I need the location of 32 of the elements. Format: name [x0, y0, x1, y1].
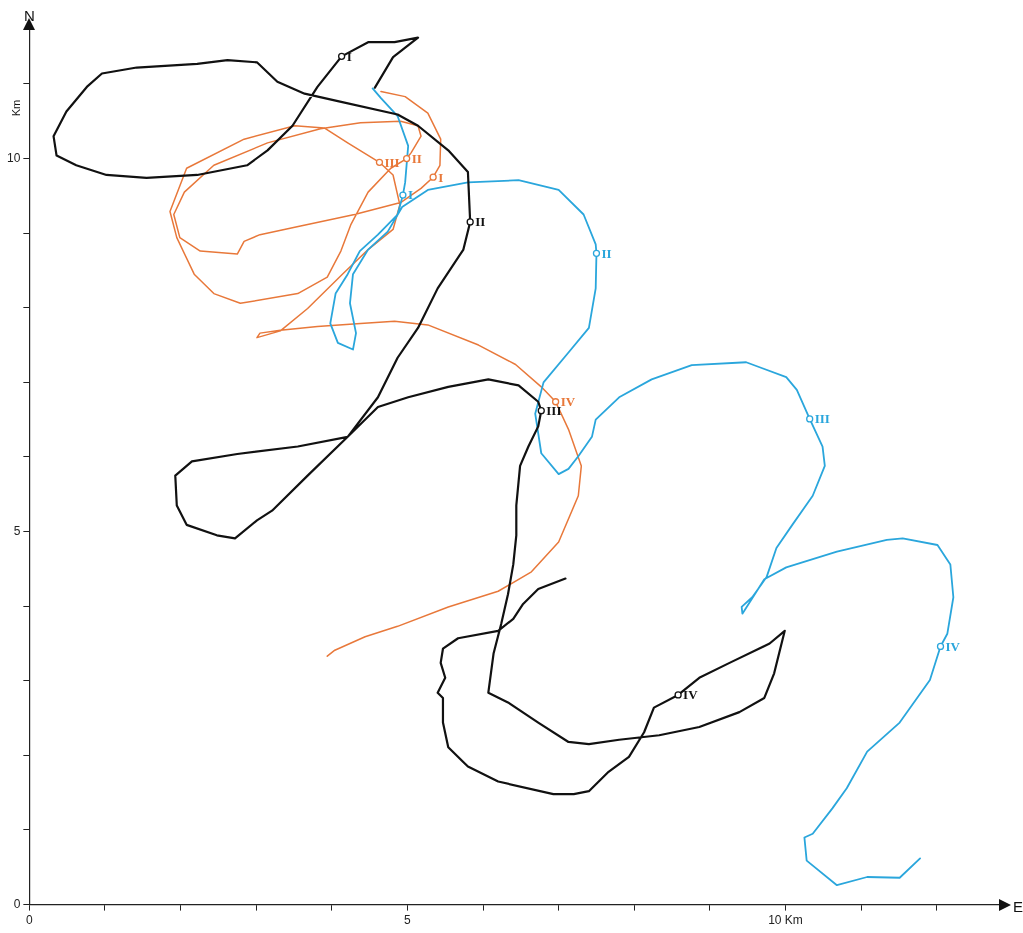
- y-tick-label: 10: [6, 150, 21, 165]
- point: [337, 52, 346, 60]
- x-axis-title: E: [1013, 897, 1023, 915]
- point: [466, 218, 474, 226]
- x-tick-label: 0: [26, 913, 33, 928]
- annotation: I: [438, 169, 444, 185]
- point: [551, 398, 560, 406]
- point: [403, 154, 411, 163]
- x-tick-label: 10 Km: [768, 913, 803, 928]
- point: [936, 642, 945, 651]
- text: Km: [10, 99, 23, 117]
- y-axis-title: N: [23, 6, 35, 24]
- point: [674, 691, 682, 699]
- x-tick-label: 5: [404, 913, 412, 928]
- annotation: III: [814, 411, 830, 427]
- y-tick-label: 0: [13, 896, 21, 911]
- point: [592, 249, 601, 257]
- point: [429, 173, 437, 181]
- annotation: I: [407, 187, 413, 203]
- annotation: IV: [560, 394, 576, 410]
- point: [375, 158, 384, 166]
- annotation: III: [546, 403, 562, 419]
- point: [537, 407, 545, 415]
- annotation: I: [346, 48, 352, 64]
- annotation: IV: [683, 687, 699, 703]
- point: [399, 191, 407, 199]
- annotation: IV: [945, 638, 961, 654]
- annotation: II: [601, 245, 612, 261]
- annotation: II: [475, 214, 486, 230]
- annotation: II: [411, 150, 422, 166]
- y-tick-label: 5: [13, 523, 21, 538]
- point: [806, 415, 814, 423]
